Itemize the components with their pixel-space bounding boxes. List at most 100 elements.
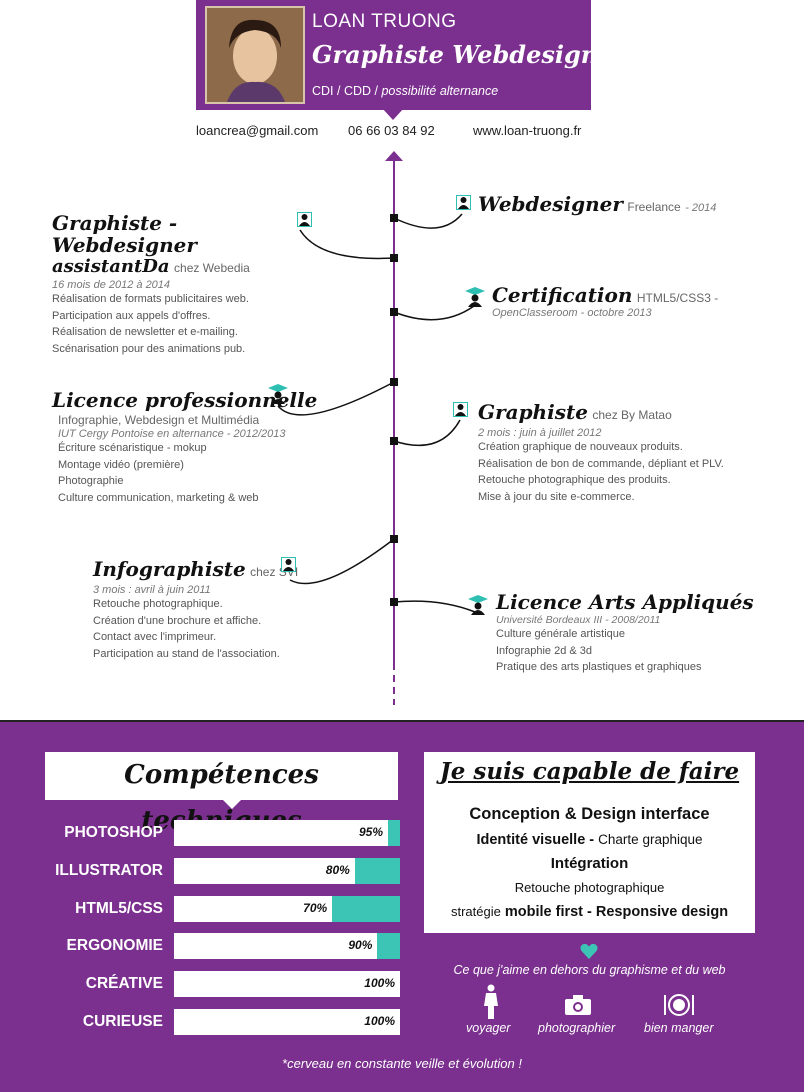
contract-prefix: CDI / CDD / xyxy=(312,84,378,98)
skill-bar: 100% xyxy=(174,1009,400,1035)
skill-percent: 90% xyxy=(348,938,373,952)
capability-line: Identité visuelle - Charte graphique xyxy=(424,832,755,848)
profile-photo xyxy=(205,6,305,104)
entry-title: Webdesigner xyxy=(478,192,623,216)
skill-label: CURIEUSE xyxy=(82,1013,163,1030)
entry-line: Photographie xyxy=(58,475,124,487)
skill-bar: 80% xyxy=(174,858,400,884)
timeline-connectors xyxy=(277,213,476,613)
timeline-node xyxy=(390,437,398,445)
capability-line: Intégration xyxy=(550,855,629,872)
capability-part: mobile first - Responsive design xyxy=(504,904,729,920)
timeline-axis xyxy=(393,158,395,663)
entry-subtitle: Infographie, Webdesign et Multimédia xyxy=(58,413,260,427)
hobby-label: photographier xyxy=(538,1021,616,1035)
briefcase-person-icon xyxy=(453,402,468,417)
entry-title: Licence Arts Appliqués xyxy=(496,590,754,614)
left-entry-svi: Infographiste chez SVI 3 mois : avril à … xyxy=(93,557,343,662)
website-link[interactable]: www.loan-truong.fr xyxy=(473,123,582,138)
entry-title-2: assistantDa xyxy=(52,256,170,277)
entry-company: Freelance xyxy=(627,200,681,214)
skill-bar: 100% xyxy=(174,971,400,997)
skill-bar-fill xyxy=(332,896,400,922)
entry-period: OpenClasseroom - octobre 2013 xyxy=(492,307,652,319)
entry-title: Licence professionnelle xyxy=(52,388,318,412)
entry-line: Retouche photographique. xyxy=(93,598,223,610)
left-entry-webedia: Graphiste - Webdesigner assistantDa chez… xyxy=(52,212,302,357)
header-arrow xyxy=(382,108,404,120)
entry-line: Participation aux appels d'offres. xyxy=(52,309,211,322)
briefcase-person-icon xyxy=(297,212,312,227)
skill-percent: 100% xyxy=(364,1014,395,1028)
entry-period: 2 mois : juin à juillet 2012 xyxy=(478,427,602,439)
skills-title-arrow xyxy=(222,799,242,809)
skill-percent: 80% xyxy=(325,863,350,877)
entry-line: Scénarisation pour des animations pub. xyxy=(52,342,246,355)
entry-title: Graphiste xyxy=(478,400,588,424)
capability-line: stratégie mobile first - Responsive desi… xyxy=(424,904,755,920)
left-entry-licence-pro: Licence professionnelle Infographie, Web… xyxy=(52,388,352,506)
heart-icon xyxy=(580,943,598,960)
timeline-node xyxy=(390,308,398,316)
entry-line: Participation au stand de l'association. xyxy=(93,647,280,660)
entry-line: Retouche photographique des produits. xyxy=(478,474,671,486)
capabilities-box xyxy=(424,752,755,933)
timeline-node xyxy=(390,535,398,543)
entry-line: Infographie 2d & 3d xyxy=(496,644,593,657)
phone-number[interactable]: 06 66 03 84 92 xyxy=(348,123,435,138)
capabilities-title: Je suis capable de faire xyxy=(439,758,740,785)
right-entry-certification: Certification HTML5/CSS3 - OpenClasseroo… xyxy=(492,283,718,319)
skill-label: ERGONOMIE xyxy=(66,937,163,954)
graduation-cap-icon xyxy=(267,382,289,409)
skill-label: PHOTOSHOP xyxy=(64,824,163,841)
camera-icon xyxy=(564,994,592,1021)
contract-suffix: possibilité alternance xyxy=(381,84,499,98)
skill-percent: 95% xyxy=(358,825,383,839)
skill-bar-fill xyxy=(388,820,400,846)
right-entry-by-matao: Graphiste chez By Matao 2 mois : juin à … xyxy=(478,400,778,505)
hobby-label: voyager xyxy=(466,1021,511,1035)
skill-bar: 70% xyxy=(174,896,400,922)
plate-icon xyxy=(663,993,695,1022)
right-entry-arts-appliques: Licence Arts Appliqués Université Bordea… xyxy=(496,590,786,676)
entry-period: 16 mois de 2012 à 2014 xyxy=(52,279,171,291)
skills-title-box: Compétences techniques xyxy=(45,752,398,836)
skill-bar: 95% xyxy=(174,820,400,846)
entry-line: Réalisation de newsletter et e-mailing. xyxy=(52,326,238,338)
timeline-axis-dashed xyxy=(393,663,395,705)
entry-company: chez By Matao xyxy=(592,408,672,422)
skill-percent: 100% xyxy=(364,976,395,990)
capability-part: stratégie xyxy=(450,904,501,919)
skill-bar-fill xyxy=(377,933,400,959)
entry-period: - 2014 xyxy=(685,202,717,214)
hobbies-title: Ce que j'aime en dehors du graphisme et … xyxy=(453,963,726,977)
entry-line: Réalisation de formats publicitaires web… xyxy=(52,293,249,305)
entry-title: Graphiste - Webdesigner xyxy=(52,211,197,257)
skill-bar: 90% xyxy=(174,933,400,959)
entry-line: Création d'une brochure et affiche. xyxy=(93,614,262,627)
footer-note: *cerveau en constante veille et évolutio… xyxy=(282,1056,522,1071)
timeline-node xyxy=(390,378,398,386)
entry-line: Culture générale artistique xyxy=(496,628,626,640)
email-link[interactable]: loancrea@gmail.com xyxy=(196,123,319,138)
entry-title: Certification xyxy=(492,283,633,307)
skill-percent: 70% xyxy=(303,901,328,915)
capability-part: Identité visuelle - xyxy=(476,832,595,848)
traveler-icon xyxy=(482,984,500,1025)
job-title: Graphiste Webdesigner xyxy=(312,40,627,69)
candidate-name: LOAN TRUONG xyxy=(312,11,457,32)
entry-period: IUT Cergy Pontoise en alternance - 2012/… xyxy=(58,428,286,440)
entry-company: HTML5/CSS3 - xyxy=(636,291,719,305)
entry-line: Pratique des arts plastiques et graphiqu… xyxy=(496,661,702,673)
contract-type: CDI / CDD / possibilité alternance xyxy=(312,84,498,98)
timeline-node xyxy=(390,214,398,222)
entry-line: Montage vidéo (première) xyxy=(58,458,184,471)
skill-bar-fill xyxy=(354,858,400,884)
skill-label: CRÉATIVE xyxy=(85,975,163,992)
entry-line: Création graphique de nouveaux produits. xyxy=(478,441,683,453)
timeline-arrow xyxy=(385,151,403,161)
entry-line: Mise à jour du site e-commerce. xyxy=(478,490,635,503)
right-entry-freelance: Webdesigner Freelance - 2014 xyxy=(478,192,716,216)
entry-period: Université Bordeaux III - 2008/2011 xyxy=(496,614,661,626)
timeline-node xyxy=(390,254,398,262)
